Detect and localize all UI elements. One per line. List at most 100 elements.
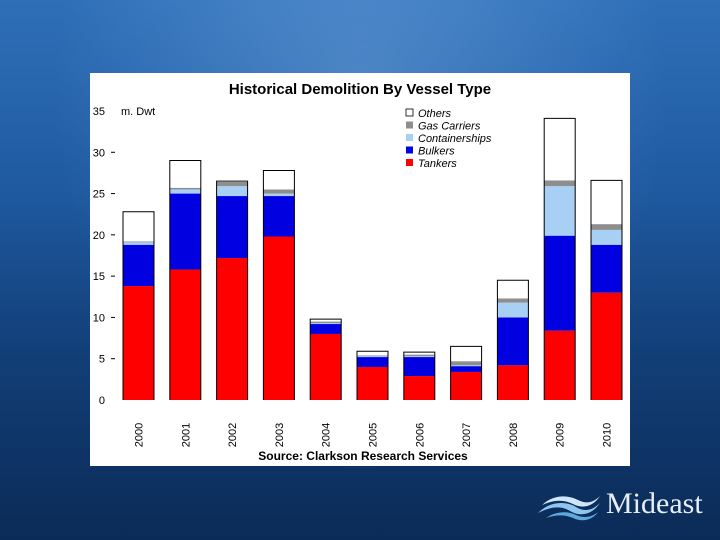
bar-outline-2010 (590, 179, 623, 400)
x-tick-label-2008: 2008 (508, 423, 520, 447)
bar-2008-gas-carriers (497, 298, 529, 303)
bar-2001-containerships (169, 189, 201, 194)
legend-label-gas-carriers: Gas Carriers (418, 121, 481, 133)
legend-label-tankers: Tankers (418, 158, 457, 170)
bar-2003-gas-carriers (263, 189, 295, 194)
bar-2004-tankers (310, 333, 342, 400)
y-tick-label-10: 10 (93, 312, 105, 324)
bar-2008-containerships (497, 302, 529, 318)
bar-2000-bulkers (123, 244, 154, 287)
x-tick-label-2005: 2005 (368, 423, 380, 447)
bar-2005-bulkers (357, 357, 388, 367)
bar-2007-tankers (450, 371, 482, 400)
mideast-logo: Mideast (536, 487, 706, 521)
bar-2001-bulkers (169, 193, 201, 270)
bar-2002-tankers (216, 257, 248, 400)
bar-2000-others (123, 211, 154, 242)
bar-2009-others (544, 118, 576, 181)
bar-2005-tankers (357, 366, 388, 400)
bar-2003-bulkers (263, 196, 295, 237)
legend-label-containerships: Containerships (418, 133, 492, 145)
bar-2000-containerships (123, 242, 154, 245)
bar-2008-others (497, 280, 529, 299)
bar-2010-bulkers (591, 244, 622, 293)
bar-2001-tankers (169, 269, 201, 400)
bar-2003-tankers (263, 236, 295, 400)
bar-2005-gas-carriers (357, 355, 388, 357)
bar-2005-others (357, 351, 388, 356)
bar-2001-gas-carriers (169, 187, 201, 190)
x-tick-label-2006: 2006 (414, 423, 426, 447)
bar-2003-containerships (263, 193, 295, 197)
x-tick-label-2007: 2007 (461, 423, 473, 447)
legend-swatch-gas-carriers (406, 121, 413, 129)
x-tick-label-2000: 2000 (134, 423, 146, 447)
x-tick-label-2009: 2009 (555, 423, 567, 447)
bar-2006-containerships (403, 356, 435, 358)
legend-label-others: Others (418, 108, 452, 120)
legend-swatch-bulkers (406, 146, 413, 154)
bar-2003-others (263, 170, 295, 190)
bar-2002-gas-carriers (216, 182, 248, 187)
bar-2006-bulkers (403, 357, 435, 377)
chart-title: Historical Demolition By Vessel Type (229, 81, 491, 98)
bar-2009-gas-carriers (544, 180, 576, 187)
bar-outline-2009 (543, 117, 576, 400)
bar-2009-containerships (544, 186, 576, 236)
y-tick-label-25: 25 (93, 189, 105, 201)
x-tick-label-2001: 2001 (180, 423, 192, 447)
y-tick-label-35: 35 (93, 106, 105, 118)
bar-2004-gas-carriers (310, 321, 342, 324)
bar-outline-2006 (403, 351, 436, 400)
bar-2006-others (403, 352, 435, 355)
y-tick-label-20: 20 (93, 230, 105, 242)
bar-2001-others (169, 160, 201, 188)
bar-2007-gas-carriers (450, 361, 482, 366)
bar-2006-gas-carriers (403, 354, 435, 357)
x-tick-label-2002: 2002 (227, 423, 239, 447)
y-tick-label-5: 5 (99, 354, 105, 366)
bar-2008-tankers (497, 365, 529, 400)
bar-2009-bulkers (544, 235, 576, 331)
bar-2010-others (591, 180, 622, 225)
bar-2007-others (450, 346, 482, 362)
bar-outline-2003 (262, 169, 295, 400)
legend-label-bulkers: Bulkers (418, 146, 455, 158)
bar-outline-2002 (216, 180, 249, 400)
bar-2007-containerships (450, 365, 482, 367)
bar-2004-containerships (310, 323, 342, 325)
bar-2000-gas-carriers (123, 241, 154, 243)
bar-outline-2001 (169, 160, 202, 400)
bar-outline-2008 (496, 279, 529, 400)
bar-2007-bulkers (450, 366, 482, 372)
bar-2004-bulkers (310, 324, 342, 334)
logo-text: Mideast (606, 487, 703, 520)
bar-2000-tankers (123, 286, 154, 400)
chart-panel: Historical Demolition By Vessel Type m. D… (90, 73, 630, 466)
bar-2005-containerships (357, 356, 388, 358)
bar-outline-2005 (356, 350, 389, 400)
bar-2008-bulkers (497, 317, 529, 366)
y-axis-unit-label: m. Dwt (121, 106, 155, 118)
bar-2010-gas-carriers (591, 224, 622, 230)
bar-outline-2007 (450, 345, 483, 400)
x-tick-label-2010: 2010 (602, 423, 614, 447)
legend-swatch-containerships (406, 134, 413, 141)
x-tick-label-2004: 2004 (321, 423, 333, 447)
demolition-chart: Historical Demolition By Vessel Type m. D… (93, 81, 623, 463)
bar-2002-containerships (216, 186, 248, 197)
bar-2010-containerships (591, 229, 622, 245)
x-tick-label-2003: 2003 (274, 423, 286, 447)
y-tick-label-30: 30 (93, 147, 105, 159)
bar-outline-2004 (309, 318, 342, 400)
y-tick-label-15: 15 (93, 271, 105, 283)
bar-outline-2000 (122, 211, 155, 400)
bar-2002-bulkers (216, 196, 248, 258)
bar-2009-tankers (544, 330, 576, 400)
bar-2010-tankers (591, 292, 622, 400)
bar-2006-tankers (403, 376, 435, 400)
bar-2004-others (310, 319, 342, 322)
y-tick-label-0: 0 (99, 395, 105, 407)
wave-logo-icon (538, 496, 600, 521)
chart-source: Source: Clarkson Research Services (258, 449, 468, 463)
